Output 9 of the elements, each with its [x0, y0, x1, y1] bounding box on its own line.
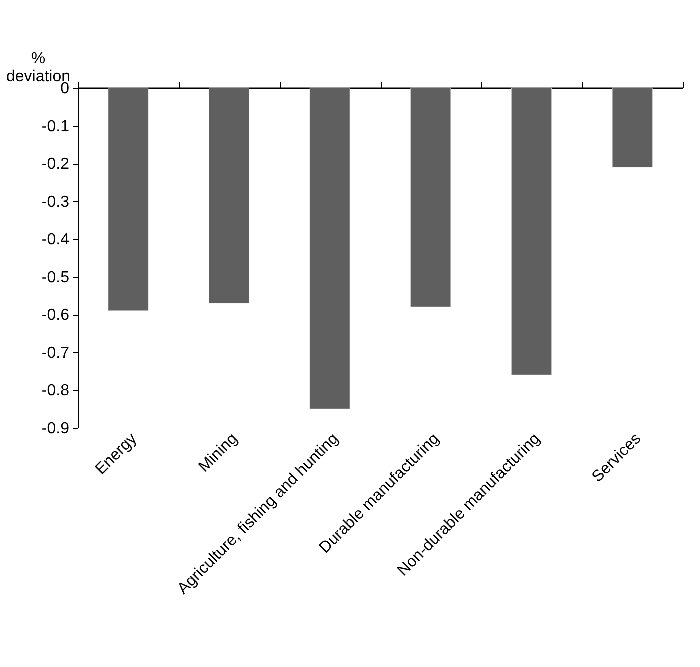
y-tick-label: -0.1: [42, 118, 70, 136]
y-tick-label: -0.3: [42, 194, 70, 211]
y-tick-label: -0.6: [42, 307, 70, 324]
y-tick-label: -0.5: [42, 269, 70, 286]
y-tick-label: -0.8: [42, 382, 70, 400]
y-tick-label: -0.2: [42, 156, 70, 174]
y-tick-label: -0.9: [42, 420, 70, 438]
y-tick-label: -0.7: [42, 344, 70, 362]
y-tick-label: -0.4: [42, 232, 70, 249]
